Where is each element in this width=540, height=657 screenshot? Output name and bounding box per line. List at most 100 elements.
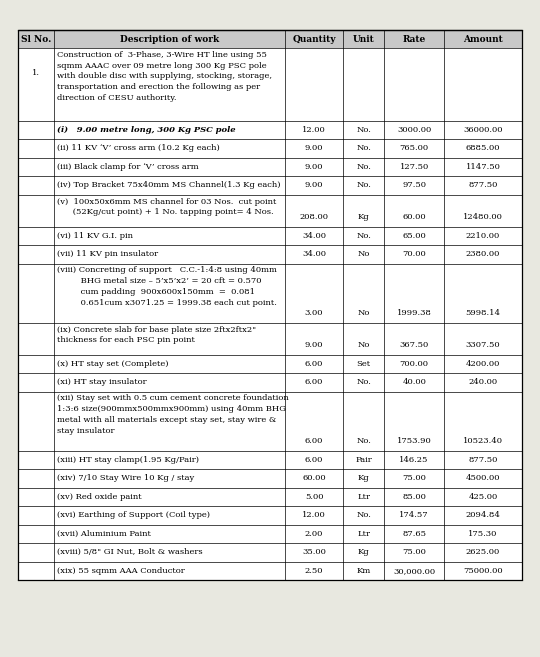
Text: (vi) 11 KV G.I. pin: (vi) 11 KV G.I. pin — [57, 232, 133, 240]
Bar — [18, 30, 522, 48]
Text: 367.50: 367.50 — [400, 341, 429, 349]
Text: No: No — [357, 309, 370, 317]
Text: (xiii) HT stay clamp(1.95 Kg/Pair): (xiii) HT stay clamp(1.95 Kg/Pair) — [57, 456, 199, 464]
Text: 1753.90: 1753.90 — [397, 437, 431, 445]
Text: Km: Km — [356, 567, 371, 575]
Text: 75.00: 75.00 — [402, 548, 426, 556]
Text: Description of work: Description of work — [120, 35, 219, 43]
Text: 4500.00: 4500.00 — [465, 474, 500, 482]
Text: 9.00: 9.00 — [305, 163, 323, 171]
Text: (ix) Concrete slab for base plate size 2ftx2ftx2"
thickness for each PSC pin poi: (ix) Concrete slab for base plate size 2… — [57, 325, 256, 344]
Text: Sl No.: Sl No. — [21, 35, 51, 43]
Text: (i)   9.00 metre long, 300 Kg PSC pole: (i) 9.00 metre long, 300 Kg PSC pole — [57, 125, 236, 134]
Text: 3000.00: 3000.00 — [397, 125, 431, 134]
Text: 1999.38: 1999.38 — [397, 309, 431, 317]
Text: 3.00: 3.00 — [305, 309, 323, 317]
Text: 5.00: 5.00 — [305, 493, 323, 501]
Text: 9.00: 9.00 — [305, 145, 323, 152]
Text: No.: No. — [356, 145, 371, 152]
Text: 6.00: 6.00 — [305, 456, 323, 464]
Text: Kg: Kg — [358, 474, 369, 482]
Text: 60.00: 60.00 — [302, 474, 326, 482]
Text: 10523.40: 10523.40 — [463, 437, 503, 445]
Text: No.: No. — [356, 378, 371, 386]
Text: 6.00: 6.00 — [305, 378, 323, 386]
Text: (xii) Stay set with 0.5 cum cement concrete foundation
1:3:6 size(900mmx500mmx90: (xii) Stay set with 0.5 cum cement concr… — [57, 394, 289, 434]
Text: Unit: Unit — [353, 35, 375, 43]
Text: 127.50: 127.50 — [400, 163, 429, 171]
Text: 877.50: 877.50 — [468, 181, 498, 189]
Text: Ltr: Ltr — [357, 493, 370, 501]
Text: 240.00: 240.00 — [468, 378, 497, 386]
Text: No.: No. — [356, 163, 371, 171]
Text: 1147.50: 1147.50 — [465, 163, 501, 171]
Text: 40.00: 40.00 — [402, 378, 426, 386]
Text: (x) HT stay set (Complete): (x) HT stay set (Complete) — [57, 360, 169, 368]
Text: 2380.00: 2380.00 — [466, 250, 500, 258]
Text: 2210.00: 2210.00 — [466, 232, 500, 240]
Text: No.: No. — [356, 437, 371, 445]
Text: 3307.50: 3307.50 — [465, 341, 500, 349]
Text: 97.50: 97.50 — [402, 181, 426, 189]
Text: 4200.00: 4200.00 — [466, 360, 500, 368]
Text: Construction of  3-Phase, 3-Wire HT line using 55
sqmm AAAC over 09 metre long 3: Construction of 3-Phase, 3-Wire HT line … — [57, 51, 272, 102]
Text: Pair: Pair — [355, 456, 372, 464]
Text: 5998.14: 5998.14 — [465, 309, 501, 317]
Text: Rate: Rate — [402, 35, 426, 43]
Text: No.: No. — [356, 511, 371, 519]
Bar — [18, 30, 522, 580]
Text: 34.00: 34.00 — [302, 250, 326, 258]
Text: Quantity: Quantity — [292, 35, 336, 43]
Text: 174.57: 174.57 — [400, 511, 429, 519]
Text: (xv) Red oxide paint: (xv) Red oxide paint — [57, 493, 142, 501]
Text: (iii) Black clamp for ‘V’ cross arm: (iii) Black clamp for ‘V’ cross arm — [57, 163, 199, 171]
Text: Kg: Kg — [358, 548, 369, 556]
Text: 9.00: 9.00 — [305, 181, 323, 189]
Text: 12480.00: 12480.00 — [463, 213, 503, 221]
Text: (xvii) Aluminium Paint: (xvii) Aluminium Paint — [57, 530, 151, 537]
Text: 34.00: 34.00 — [302, 232, 326, 240]
Text: 75.00: 75.00 — [402, 474, 426, 482]
Text: 70.00: 70.00 — [402, 250, 426, 258]
Text: 2625.00: 2625.00 — [466, 548, 500, 556]
Text: 6.00: 6.00 — [305, 437, 323, 445]
Text: 36000.00: 36000.00 — [463, 125, 503, 134]
Text: Amount: Amount — [463, 35, 503, 43]
Text: 2.00: 2.00 — [305, 530, 323, 537]
Text: No: No — [357, 250, 370, 258]
Text: (ii) 11 KV ‘V’ cross arm (10.2 Kg each): (ii) 11 KV ‘V’ cross arm (10.2 Kg each) — [57, 145, 220, 152]
Text: 2094.84: 2094.84 — [465, 511, 501, 519]
Text: 765.00: 765.00 — [400, 145, 429, 152]
Text: 60.00: 60.00 — [402, 213, 426, 221]
Text: 175.30: 175.30 — [468, 530, 498, 537]
Text: 30,000.00: 30,000.00 — [393, 567, 435, 575]
Text: (v)  100x50x6mm MS channel for 03 Nos.  cut point
      (52Kg/cut point) + 1 No.: (v) 100x50x6mm MS channel for 03 Nos. cu… — [57, 198, 276, 216]
Text: 6885.00: 6885.00 — [465, 145, 500, 152]
Text: (vii) 11 KV pin insulator: (vii) 11 KV pin insulator — [57, 250, 158, 258]
Text: 9.00: 9.00 — [305, 341, 323, 349]
Text: 35.00: 35.00 — [302, 548, 326, 556]
Text: Set: Set — [357, 360, 371, 368]
Text: 87.65: 87.65 — [402, 530, 426, 537]
Text: 1.: 1. — [32, 70, 40, 78]
Text: 6.00: 6.00 — [305, 360, 323, 368]
Text: 877.50: 877.50 — [468, 456, 498, 464]
Text: No.: No. — [356, 125, 371, 134]
Text: Kg: Kg — [358, 213, 369, 221]
Text: 208.00: 208.00 — [300, 213, 329, 221]
Text: (xiv) 7/10 Stay Wire 10 Kg / stay: (xiv) 7/10 Stay Wire 10 Kg / stay — [57, 474, 194, 482]
Text: (xviii) 5/8" GI Nut, Bolt & washers: (xviii) 5/8" GI Nut, Bolt & washers — [57, 548, 203, 556]
Text: 425.00: 425.00 — [468, 493, 497, 501]
Text: 700.00: 700.00 — [400, 360, 429, 368]
Text: (xvi) Earthing of Support (Coil type): (xvi) Earthing of Support (Coil type) — [57, 511, 210, 519]
Text: Ltr: Ltr — [357, 530, 370, 537]
Text: 75000.00: 75000.00 — [463, 567, 503, 575]
Text: (iv) Top Bracket 75x40mm MS Channel(1.3 Kg each): (iv) Top Bracket 75x40mm MS Channel(1.3 … — [57, 181, 281, 189]
Text: 12.00: 12.00 — [302, 511, 326, 519]
Text: No: No — [357, 341, 370, 349]
Text: No.: No. — [356, 181, 371, 189]
Text: No.: No. — [356, 232, 371, 240]
Text: (xix) 55 sqmm AAA Conductor: (xix) 55 sqmm AAA Conductor — [57, 567, 185, 575]
Text: (viii) Concreting of support   C.C.-1:4:8 using 40mm
         BHG metal size – 5: (viii) Concreting of support C.C.-1:4:8 … — [57, 267, 277, 307]
Text: 2.50: 2.50 — [305, 567, 323, 575]
